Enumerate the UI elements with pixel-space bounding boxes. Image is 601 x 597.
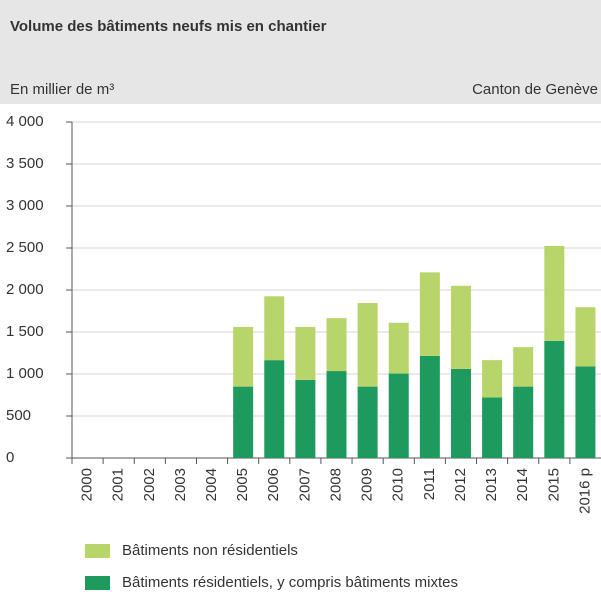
bar — [264, 296, 285, 361]
chart-title: Volume des bâtiments neufs mis en chanti… — [10, 18, 327, 35]
x-tick-label: 2004 — [203, 468, 220, 501]
x-tick-label: 2005 — [234, 468, 251, 501]
bar — [388, 373, 409, 458]
x-tick-label: 2012 — [452, 468, 469, 501]
bar — [482, 360, 503, 398]
y-tick-label: 500 — [6, 407, 31, 424]
bar — [357, 303, 378, 387]
bar — [513, 386, 534, 458]
x-tick-label: 2008 — [327, 468, 344, 501]
x-tick-label: 2006 — [265, 468, 282, 501]
x-tick-label: 2011 — [421, 468, 438, 500]
x-tick-label: 2013 — [483, 468, 500, 501]
x-tick-label: 2001 — [110, 468, 127, 501]
bar — [575, 366, 596, 458]
y-tick-label: 4 000 — [6, 113, 44, 130]
bar — [357, 386, 378, 458]
bar — [450, 368, 471, 458]
y-tick-label: 1 500 — [6, 323, 44, 340]
legend-swatch — [85, 576, 110, 590]
x-tick-label: 2007 — [296, 468, 313, 501]
bar — [544, 340, 565, 458]
bar — [233, 386, 254, 458]
bar — [482, 397, 503, 458]
legend-label: Bâtiments résidentiels, y compris bâtime… — [122, 574, 458, 591]
y-tick-label: 0 — [6, 449, 14, 466]
bar — [450, 285, 471, 369]
legend-swatch — [85, 544, 110, 558]
region: Canton de Genève — [472, 81, 598, 98]
bar — [544, 245, 565, 341]
x-tick-label: 2015 — [545, 468, 562, 501]
x-tick-label: 2000 — [79, 468, 96, 501]
bar — [233, 326, 254, 387]
x-tick-label: 2009 — [359, 468, 376, 501]
y-tick-label: 3 000 — [6, 197, 44, 214]
header-band — [0, 0, 601, 104]
bar — [419, 355, 440, 458]
y-tick-label: 3 500 — [6, 155, 44, 172]
bar — [295, 379, 316, 458]
bar — [264, 360, 285, 458]
x-tick-label: 2016 p — [576, 468, 593, 514]
bar — [575, 307, 596, 367]
subtitle: En millier de m³ — [10, 81, 114, 98]
bar — [388, 322, 409, 374]
y-tick-label: 2 000 — [6, 281, 44, 298]
bar — [326, 318, 347, 372]
legend-label: Bâtiments non résidentiels — [122, 542, 298, 559]
bar — [326, 371, 347, 458]
bar — [295, 326, 316, 380]
x-tick-label: 2014 — [514, 468, 531, 501]
x-tick-label: 2003 — [172, 468, 189, 501]
bar — [419, 272, 440, 356]
x-tick-label: 2010 — [390, 468, 407, 501]
bar — [513, 347, 534, 387]
y-tick-label: 1 000 — [6, 365, 44, 382]
y-tick-label: 2 500 — [6, 239, 44, 256]
x-tick-label: 2002 — [141, 468, 158, 501]
